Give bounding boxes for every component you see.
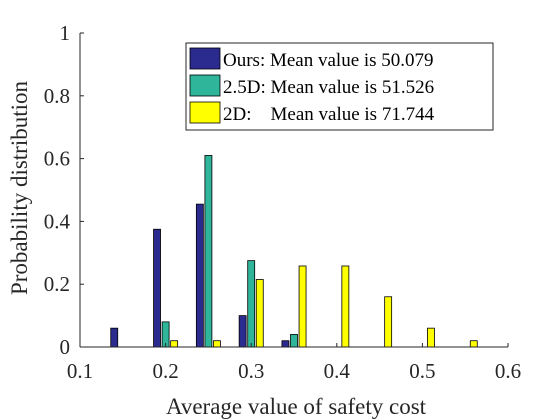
x-tick-label-3: 0.3 [238, 359, 264, 383]
bar-series-3-2 [213, 340, 221, 348]
bar-series-2-4 [290, 334, 298, 348]
bar-series-2-2 [204, 155, 213, 348]
x-tick-label-1: 0.1 [67, 359, 93, 383]
bar-series-1-4 [238, 315, 247, 348]
legend-label-2: 2.5D: Mean value is 51.526 [223, 77, 434, 98]
x-axis-label: Average value of safety cost [166, 394, 427, 419]
bar-series-1-3 [195, 203, 204, 348]
bar-series-3-7 [427, 327, 435, 348]
legend-label-1: Ours: Mean value is 50.079 [223, 50, 434, 71]
y-axis-label: Probability distribution [7, 80, 32, 295]
bar-series-3-3 [255, 279, 264, 348]
bar-series-1-5 [281, 340, 290, 348]
bar-series-1-2 [153, 228, 161, 348]
ticks-layer: 0.1 0.2 0.3 0.4 0.5 0.6 0 0.2 0.4 0.6 0.8 1 [44, 21, 521, 383]
y-tick-label-6: 1 [60, 21, 71, 45]
y-tick-label-1: 0 [60, 335, 71, 359]
y-tick-label-4: 0.6 [44, 147, 70, 171]
y-tick-label-3: 0.4 [44, 209, 71, 233]
x-tick-label-2: 0.2 [152, 359, 178, 383]
x-tick-label-5: 0.5 [409, 359, 435, 383]
bar-series-3-4 [298, 265, 307, 348]
legend-swatch-3 [189, 101, 221, 124]
legend-swatch-1 [189, 47, 221, 70]
legend-swatch-2 [189, 74, 221, 97]
bar-series-1-1 [110, 327, 119, 348]
y-tick-label-2: 0.2 [44, 272, 70, 296]
legend-box [185, 42, 494, 131]
bar-series-2-3 [247, 260, 256, 348]
y-tick-label-5: 0.8 [44, 84, 70, 108]
axes-layer [79, 33, 508, 348]
legend-label-3: 2D: Mean value is 71.744 [223, 104, 435, 125]
bars-layer [110, 155, 478, 348]
x-tick-label-6: 0.6 [495, 359, 521, 383]
x-tick-label-4: 0.4 [324, 359, 351, 383]
bar-series-3-1 [170, 340, 179, 348]
bar-series-3-8 [469, 340, 478, 348]
bar-series-3-5 [341, 265, 350, 348]
legend: Ours: Mean value is 50.079 2.5D: Mean val… [185, 42, 494, 131]
bar-series-3-6 [384, 296, 393, 348]
